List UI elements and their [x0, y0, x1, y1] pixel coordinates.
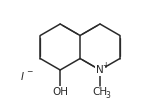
Text: +: +: [102, 61, 109, 70]
Text: −: −: [26, 67, 32, 77]
Text: I: I: [21, 72, 24, 82]
Text: OH: OH: [52, 87, 68, 97]
Text: CH: CH: [92, 87, 108, 97]
Text: N: N: [96, 65, 104, 75]
Text: 3: 3: [106, 91, 110, 100]
